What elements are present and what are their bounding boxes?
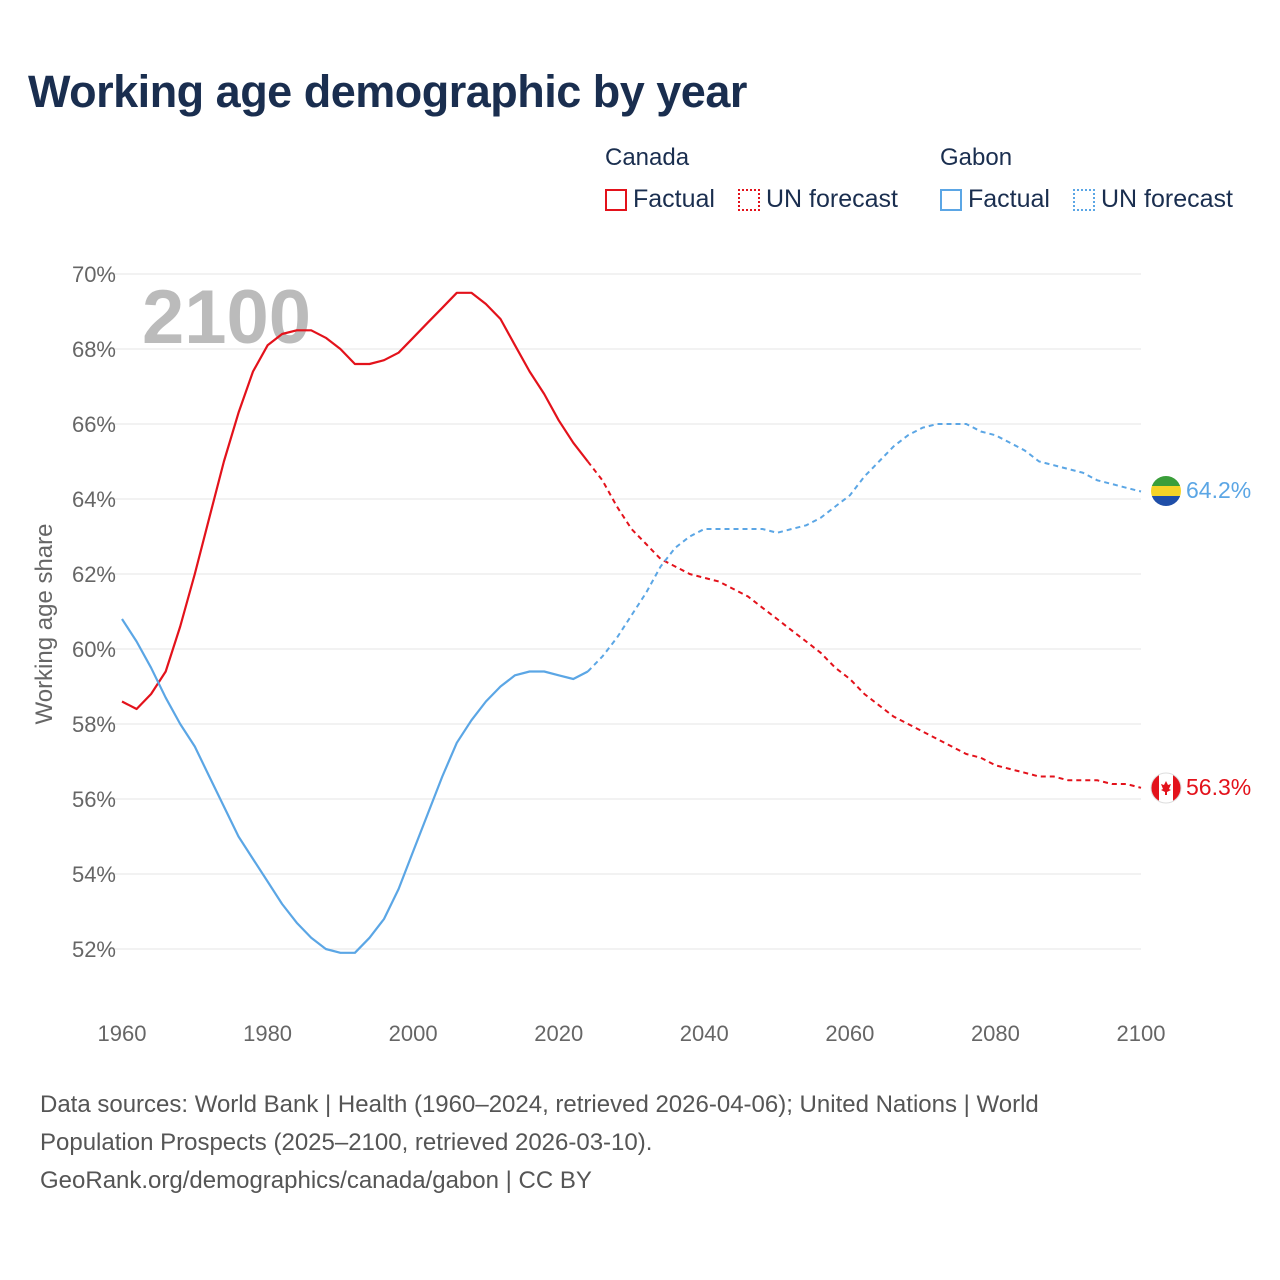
y-tick-label: 70%: [72, 262, 116, 287]
x-tick-label: 2080: [971, 1021, 1020, 1046]
canada-forecast-line[interactable]: [587, 460, 1142, 789]
y-tick-label: 58%: [72, 712, 116, 737]
y-tick-label: 64%: [72, 487, 116, 512]
gabon-factual-line[interactable]: [121, 618, 589, 954]
y-axis-label: Working age share: [31, 524, 58, 725]
x-tick-label: 1980: [243, 1021, 292, 1046]
line-chart: 52% 54% 56% 58% 60% 62% 64% 66% 68% 70% 1960 1980 20…: [31, 262, 1251, 1046]
y-tick-label: 60%: [72, 637, 116, 662]
chart-title: Working age demographic by year: [28, 66, 747, 117]
y-tick-label: 54%: [72, 862, 116, 887]
source-line-1: Data sources: World Bank | Health (1960–…: [40, 1091, 1039, 1118]
legend-swatch-dotted-icon: [1073, 188, 1095, 211]
gabon-end-label: 64.2%: [1186, 477, 1251, 503]
legend-swatch-solid-icon: [605, 188, 627, 211]
canada-end-label: 56.3%: [1186, 774, 1251, 800]
legend-swatch-dotted-icon: [738, 188, 760, 211]
legend-canada-factual[interactable]: Factual: [605, 185, 715, 214]
x-tick-label: 2040: [680, 1021, 729, 1046]
canada-factual-line[interactable]: [121, 291, 589, 711]
source-line-3: GeoRank.org/demographics/canada/gabon | …: [40, 1167, 592, 1194]
y-tick-label: 52%: [72, 937, 116, 962]
legend-label: Factual: [633, 185, 715, 213]
source-line-2: Population Prospects (2025–2100, retriev…: [40, 1129, 653, 1156]
legend-group-canada: Canada: [605, 144, 690, 171]
year-watermark: 2100: [142, 275, 311, 360]
legend-label: UN forecast: [1101, 185, 1233, 213]
gabon-forecast-line[interactable]: [587, 423, 1142, 673]
y-tick-label: 68%: [72, 337, 116, 362]
legend-canada-forecast[interactable]: UN forecast: [738, 185, 898, 214]
y-tick-label: 62%: [72, 562, 116, 587]
legend-swatch-solid-icon: [940, 188, 962, 211]
x-tick-label: 2100: [1117, 1021, 1166, 1046]
x-tick-label: 1960: [98, 1021, 147, 1046]
legend-gabon-factual[interactable]: Factual: [940, 185, 1050, 214]
source-note: Data sources: World Bank | Health (1960–…: [40, 1086, 1240, 1200]
legend-gabon-forecast[interactable]: UN forecast: [1073, 185, 1233, 214]
y-tick-label: 66%: [72, 412, 116, 437]
y-tick-label: 56%: [72, 787, 116, 812]
x-tick-label: 2000: [389, 1021, 438, 1046]
x-tick-label: 2020: [534, 1021, 583, 1046]
legend-label: UN forecast: [766, 185, 898, 213]
gabon-flag-icon: [1151, 476, 1181, 506]
x-tick-label: 2060: [825, 1021, 874, 1046]
legend-label: Factual: [968, 185, 1050, 213]
legend-group-gabon: Gabon: [940, 144, 1013, 171]
canada-flag-icon: [1150, 772, 1182, 804]
